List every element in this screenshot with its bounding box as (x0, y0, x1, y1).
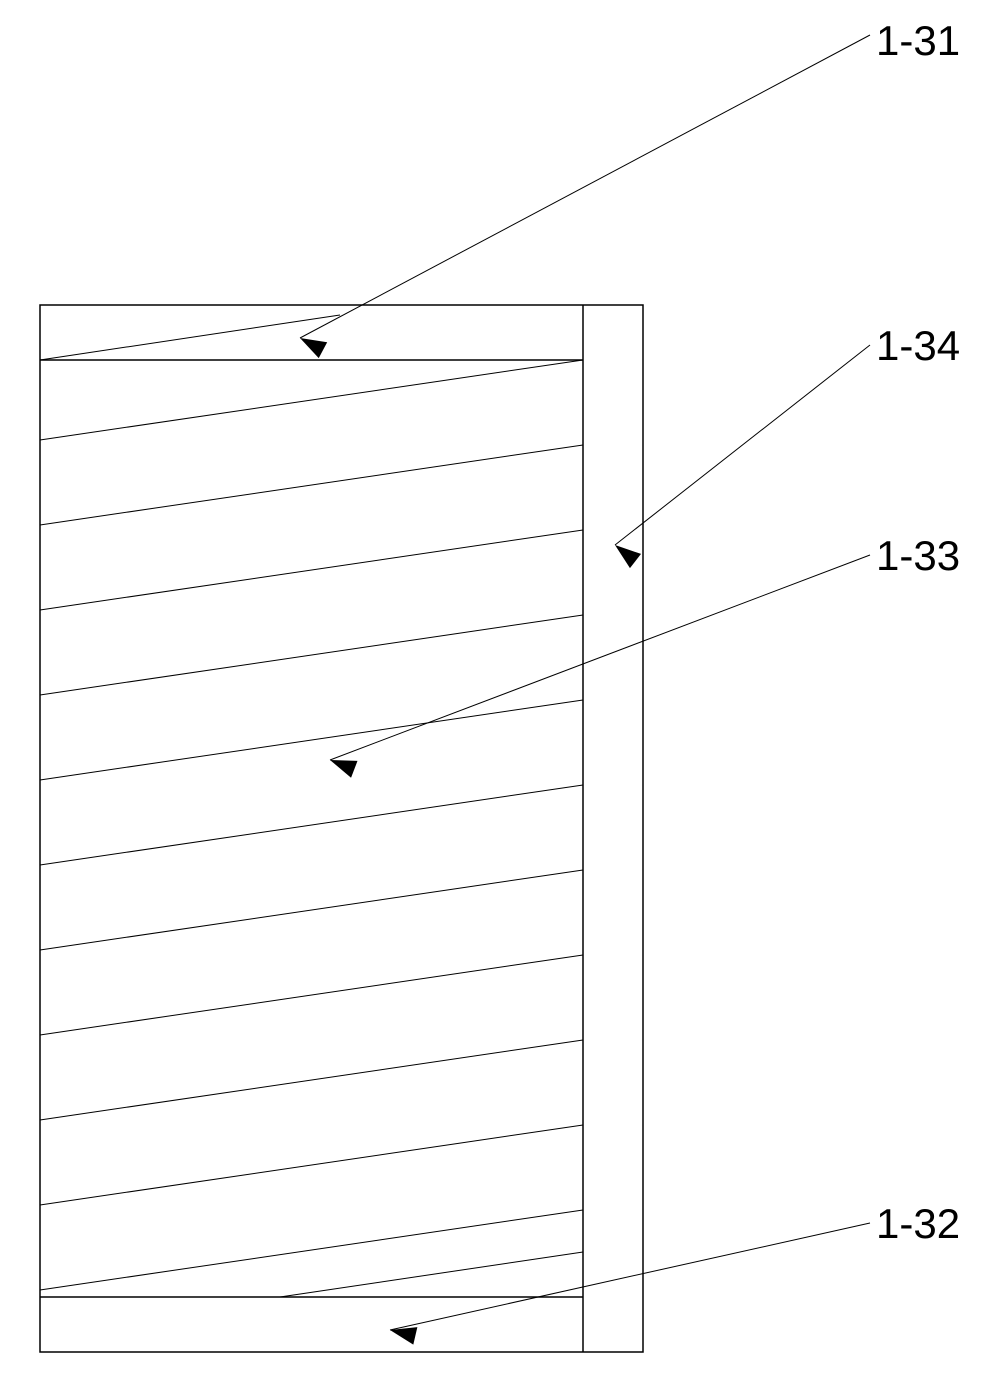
callout-label: 1-31 (876, 17, 960, 64)
callout-label: 1-34 (876, 322, 960, 369)
callout-label: 1-32 (876, 1200, 960, 1247)
technical-diagram: 1-31 1-34 1-33 1-32 (0, 0, 1000, 1386)
background (0, 0, 1000, 1386)
callout-label: 1-33 (876, 532, 960, 579)
